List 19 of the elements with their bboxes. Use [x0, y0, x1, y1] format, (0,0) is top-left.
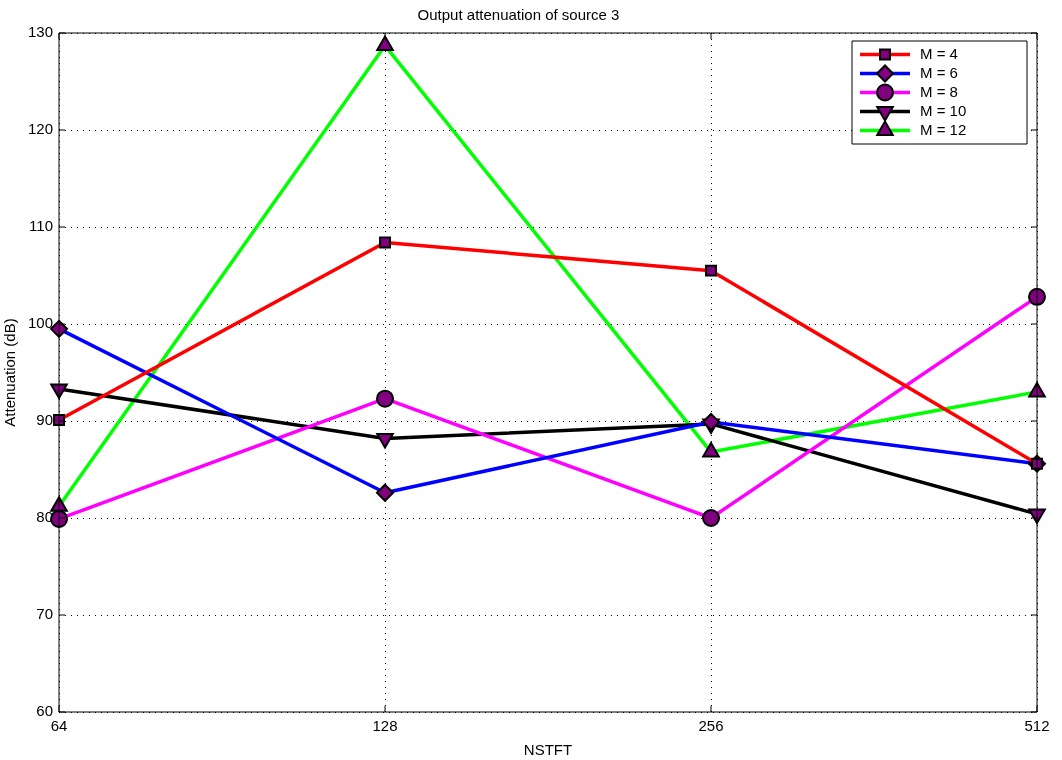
x-tick-label: 128: [372, 717, 398, 735]
y-tick-label: 100: [28, 314, 54, 332]
y-tick-label: 130: [28, 23, 54, 41]
y-tick-label: 60: [36, 702, 54, 720]
x-tick-label: 256: [698, 717, 724, 735]
legend-label: M = 12: [920, 120, 967, 138]
x-tick-label: 512: [1024, 717, 1050, 735]
legend-label: M = 6: [920, 63, 958, 81]
y-tick-label: 70: [36, 605, 54, 623]
legend-label: M = 10: [920, 101, 967, 119]
y-tick-label: 90: [36, 411, 54, 429]
y-tick-label: 110: [29, 217, 54, 235]
chart-title: Output attenuation of source 3: [417, 6, 620, 24]
x-tick-label: 64: [50, 717, 68, 735]
y-tick-label: 120: [28, 120, 54, 138]
y-axis-title: Attenuation (dB): [1, 318, 19, 427]
legend-label: M = 8: [920, 82, 958, 100]
legend-label: M = 4: [920, 44, 958, 62]
x-axis-title: NSTFT: [523, 741, 573, 759]
